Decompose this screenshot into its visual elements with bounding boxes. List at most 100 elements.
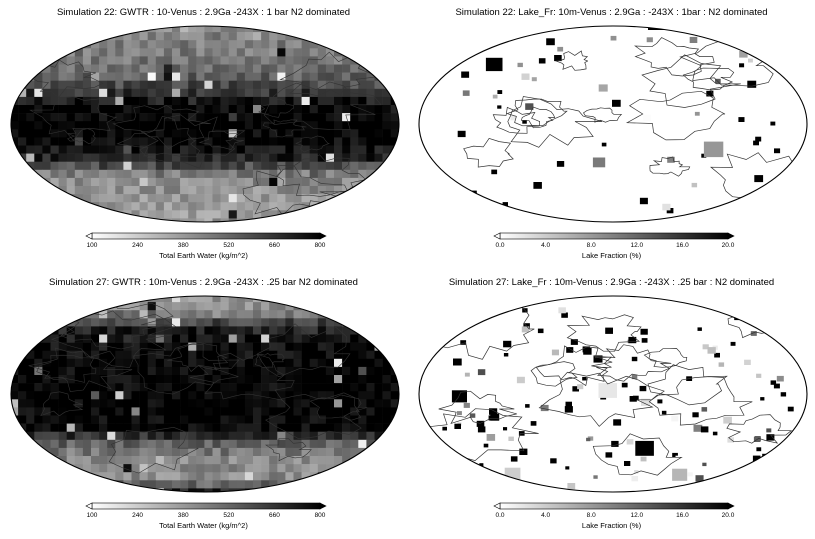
heat-cell: [58, 64, 67, 73]
heat-cell: [66, 80, 76, 90]
heat-cell: [74, 456, 84, 465]
heat-cell: [180, 26, 189, 33]
heat-cell: [277, 391, 286, 400]
heat-cell: [334, 383, 343, 392]
heat-cell: [155, 153, 165, 162]
heat-cell: [42, 431, 51, 441]
lake-cell: [492, 94, 498, 99]
lake-cell: [666, 208, 674, 214]
map-cells: [419, 26, 807, 222]
heat-cell: [180, 48, 189, 57]
heat-cell: [74, 350, 84, 360]
heat-cell: [123, 375, 132, 384]
heat-cell: [228, 64, 238, 73]
map-outline: [10, 295, 400, 493]
heat-cell: [220, 177, 229, 187]
heat-cell: [293, 153, 302, 162]
heat-cell: [334, 375, 343, 384]
heat-cell: [172, 415, 181, 424]
heat-cell: [358, 391, 367, 400]
heat-cell: [253, 415, 262, 424]
heat-cell: [277, 169, 286, 179]
lake-cell: [662, 203, 671, 211]
heat-cell: [390, 375, 399, 384]
heat-cell: [301, 472, 310, 481]
heat-cell: [180, 391, 189, 400]
heat-cell: [301, 415, 310, 424]
heat-cell: [374, 423, 383, 432]
heat-cell: [228, 121, 238, 130]
heat-cell: [172, 366, 181, 376]
heat-cell: [139, 145, 148, 154]
heat-cell: [374, 391, 383, 400]
heat-cell: [180, 423, 189, 432]
heat-cell: [253, 318, 262, 327]
heat-cell: [188, 488, 197, 492]
heat-cell: [342, 439, 351, 449]
heat-cell: [350, 105, 359, 114]
heat-cell: [180, 415, 189, 424]
heat-cell: [277, 96, 286, 106]
heat-cell: [155, 32, 165, 41]
heat-cell: [58, 407, 67, 416]
lake-cell: [631, 476, 639, 482]
heat-cell: [91, 318, 100, 327]
heat-cell: [366, 105, 375, 114]
heat-cell: [196, 202, 205, 211]
heat-cell: [155, 464, 165, 473]
heat-cell: [155, 447, 165, 457]
heat-cell: [220, 105, 229, 114]
heat-cell: [325, 464, 335, 473]
heat-cell: [115, 40, 124, 49]
heat-cell: [228, 399, 238, 408]
heat-cell: [196, 350, 205, 360]
heat-cell: [99, 415, 108, 424]
heat-cell: [180, 145, 189, 154]
heat-cell: [309, 334, 319, 343]
heat-cell: [188, 56, 197, 65]
heat-cell: [180, 488, 189, 492]
heat-cell: [163, 366, 173, 376]
heat-cell: [317, 56, 327, 65]
heat-cell: [196, 480, 205, 489]
heat-cell: [325, 358, 335, 368]
heat-cell: [236, 447, 246, 457]
heat-cell: [317, 105, 327, 114]
heat-cell: [309, 129, 319, 138]
heat-cell: [123, 464, 132, 473]
colorbar-min-arrow: [493, 502, 501, 510]
heat-cell: [350, 96, 359, 106]
heat-cell: [123, 105, 132, 114]
heat-cell: [172, 342, 181, 351]
heat-cell: [317, 383, 327, 392]
heat-cell: [334, 350, 343, 360]
heat-cell: [317, 186, 327, 195]
heat-cell: [293, 105, 302, 114]
heat-cell: [131, 210, 140, 219]
heat-cell: [155, 137, 165, 146]
heat-cell: [212, 334, 221, 343]
heat-cell: [220, 194, 229, 203]
heat-cell: [58, 334, 67, 343]
heat-cell: [91, 407, 100, 416]
heat-cell: [204, 137, 213, 146]
heat-cell: [204, 472, 213, 481]
heat-cell: [309, 40, 319, 49]
heat-cell: [115, 334, 124, 343]
heat-cell: [82, 350, 92, 360]
heat-cell: [253, 72, 262, 81]
heat-cell: [212, 218, 221, 222]
heat-cell: [220, 48, 229, 57]
heat-cell: [220, 302, 229, 311]
heat-cell: [172, 113, 181, 122]
heat-cell: [180, 194, 189, 203]
heat-cell: [155, 431, 165, 441]
heat-cell: [325, 80, 335, 90]
heat-cell: [147, 194, 157, 203]
heat-cell: [26, 113, 35, 122]
heat-cell: [66, 334, 76, 343]
heat-cell: [220, 350, 229, 360]
heat-cell: [18, 407, 27, 416]
lake-cell: [718, 362, 725, 367]
heat-cell: [91, 342, 100, 351]
